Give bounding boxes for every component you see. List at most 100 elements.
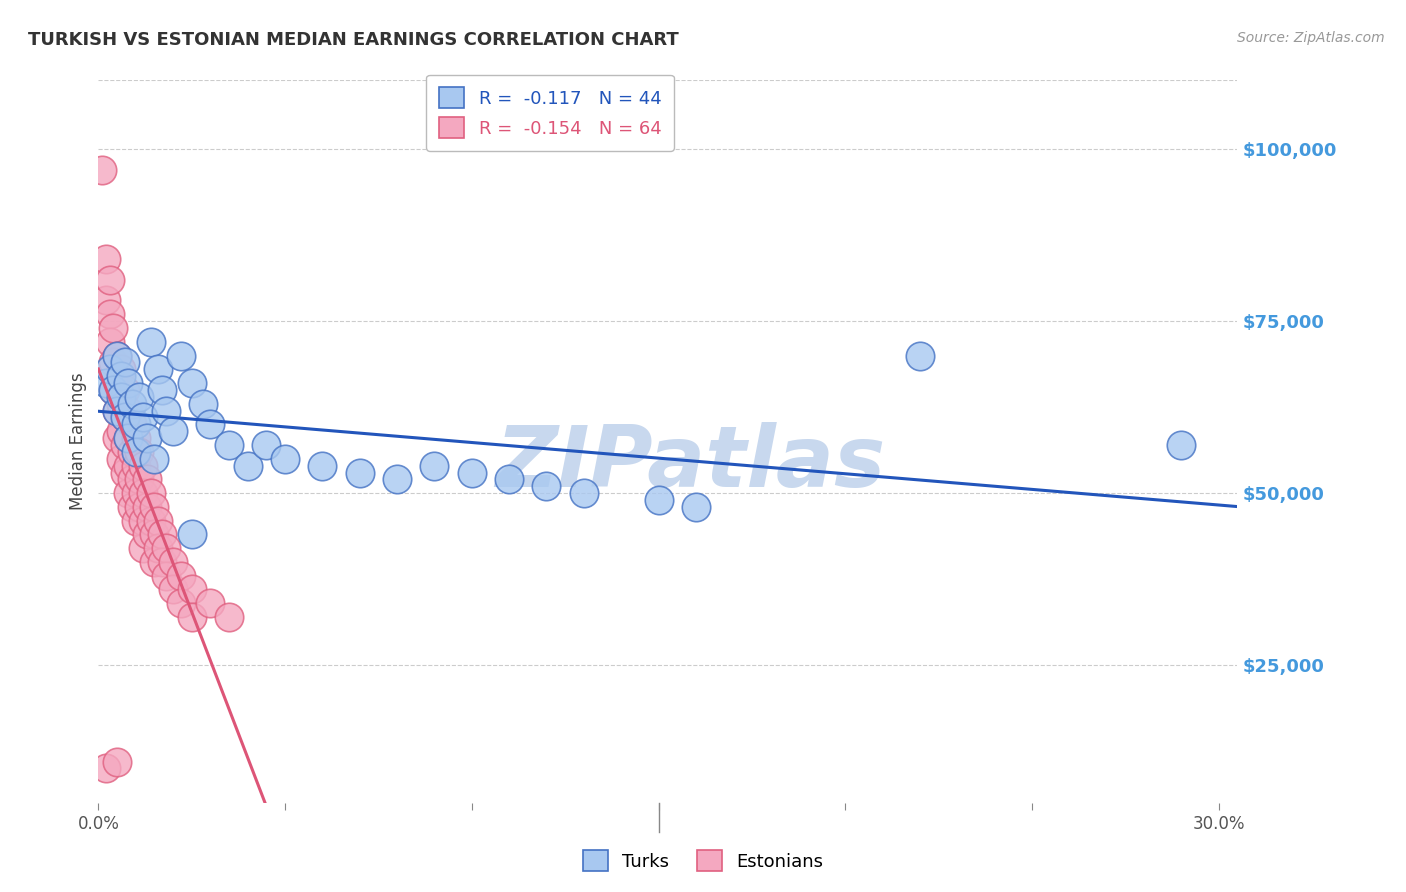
Point [117, 403, 139, 417]
Point [105, 349, 128, 363]
Point [105, 403, 128, 417]
Point [1170, 438, 1192, 452]
Point [274, 451, 297, 466]
Point [180, 527, 202, 541]
Point [218, 610, 240, 624]
Point [150, 383, 173, 397]
Point [150, 527, 173, 541]
Point [117, 431, 139, 445]
Point [128, 500, 150, 514]
Point [98, 334, 121, 349]
Point [136, 527, 159, 541]
Point [114, 438, 136, 452]
Point [103, 321, 125, 335]
Point [132, 541, 155, 556]
Point [114, 466, 136, 480]
Point [162, 582, 184, 597]
Point [98, 307, 121, 321]
Point [311, 458, 333, 473]
Point [98, 273, 121, 287]
Point [572, 486, 595, 500]
Point [105, 349, 128, 363]
Point [121, 500, 143, 514]
Point [155, 403, 177, 417]
Point [94, 376, 117, 390]
Point [256, 438, 278, 452]
Point [647, 493, 669, 508]
Point [423, 458, 446, 473]
Point [94, 293, 117, 308]
Point [121, 472, 143, 486]
Point [132, 410, 155, 425]
Point [125, 417, 148, 432]
Y-axis label: Median Earnings: Median Earnings [69, 373, 87, 510]
Point [136, 500, 159, 514]
Point [110, 451, 132, 466]
Point [200, 596, 222, 610]
Point [498, 472, 520, 486]
Point [117, 376, 139, 390]
Point [105, 431, 128, 445]
Legend: R =  -0.117   N = 44, R =  -0.154   N = 64: R = -0.117 N = 44, R = -0.154 N = 64 [426, 75, 673, 151]
Text: TURKISH VS ESTONIAN MEDIAN EARNINGS CORRELATION CHART: TURKISH VS ESTONIAN MEDIAN EARNINGS CORR… [28, 31, 679, 49]
Point [117, 431, 139, 445]
Point [103, 355, 125, 369]
Point [146, 514, 169, 528]
Point [155, 541, 177, 556]
Point [125, 431, 148, 445]
Point [132, 514, 155, 528]
Point [461, 466, 484, 480]
Point [200, 417, 222, 432]
Point [139, 514, 162, 528]
Point [121, 417, 143, 432]
Point [180, 582, 202, 597]
Point [908, 349, 931, 363]
Point [385, 472, 408, 486]
Point [128, 390, 150, 404]
Point [105, 403, 128, 417]
Point [125, 458, 148, 473]
Point [103, 383, 125, 397]
Point [114, 355, 136, 369]
Point [169, 596, 191, 610]
Point [180, 610, 202, 624]
Point [110, 397, 132, 411]
Text: ZIPatlas: ZIPatlas [495, 422, 886, 505]
Point [91, 162, 114, 177]
Point [536, 479, 558, 493]
Point [162, 555, 184, 569]
Point [94, 252, 117, 267]
Point [349, 466, 371, 480]
Point [146, 541, 169, 556]
Point [180, 376, 202, 390]
Point [132, 486, 155, 500]
Point [139, 486, 162, 500]
Point [150, 555, 173, 569]
Point [143, 451, 166, 466]
Point [103, 383, 125, 397]
Point [132, 458, 155, 473]
Point [136, 472, 159, 486]
Point [236, 458, 259, 473]
Point [114, 383, 136, 397]
Point [218, 438, 240, 452]
Point [121, 445, 143, 459]
Point [105, 376, 128, 390]
Point [143, 527, 166, 541]
Point [110, 369, 132, 384]
Point [146, 362, 169, 376]
Point [169, 568, 191, 582]
Point [110, 362, 132, 376]
Point [117, 486, 139, 500]
Point [105, 755, 128, 769]
Point [685, 500, 707, 514]
Point [169, 349, 191, 363]
Point [117, 458, 139, 473]
Point [143, 555, 166, 569]
Point [114, 410, 136, 425]
Legend: Turks, Estonians: Turks, Estonians [575, 843, 831, 879]
Point [110, 390, 132, 404]
Point [98, 362, 121, 376]
Point [155, 568, 177, 582]
Point [94, 761, 117, 775]
